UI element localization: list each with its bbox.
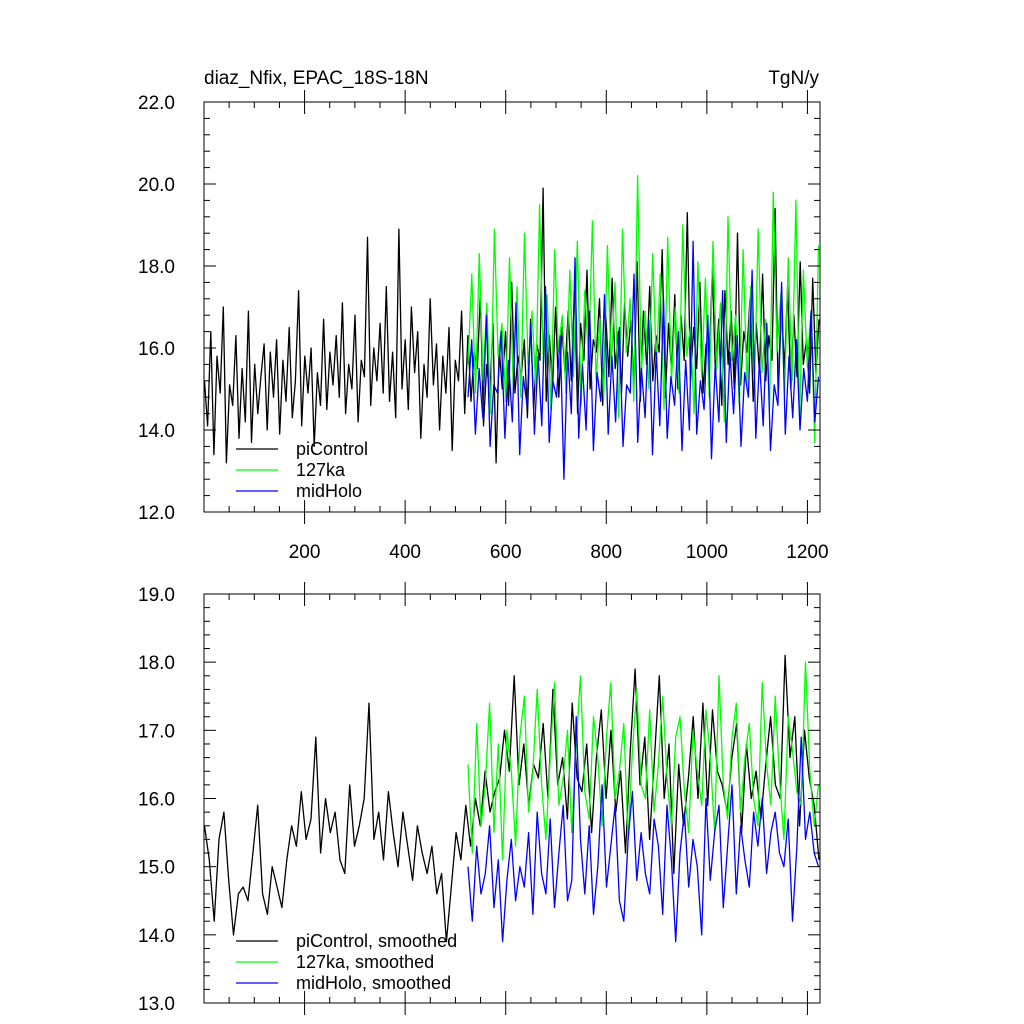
top-y-tick-label: 22.0 xyxy=(138,93,175,114)
legend-label-midholo-smoothed: midHolo, smoothed xyxy=(296,973,451,993)
top-legend: piControl 127ka midHolo xyxy=(236,439,368,501)
legend-label-midholo: midHolo xyxy=(296,481,362,501)
top-x-tick-label: 1000 xyxy=(686,542,728,563)
bottom-axis-ticks: 13.0 14.0 15.0 16.0 17.0 18.0 19.0 xyxy=(138,582,820,1015)
legend-label-picontrol: piControl xyxy=(296,439,368,459)
units-label: TgN/y xyxy=(768,68,819,89)
bottom-series-127ka-smoothed xyxy=(467,661,820,861)
top-series-midholo xyxy=(467,240,820,480)
bottom-series-midholo-smoothed xyxy=(467,716,820,943)
top-axis-ticks: 12.0 14.0 16.0 18.0 20.0 22.0 200 400 600 800 1000… xyxy=(138,90,829,563)
bottom-y-tick-label: 14.0 xyxy=(138,926,175,947)
top-x-tick-label: 800 xyxy=(590,542,622,563)
bottom-chart-panel: 13.0 14.0 15.0 16.0 17.0 18.0 19.0 piControl, … xyxy=(138,582,821,1015)
bottom-y-tick-label: 19.0 xyxy=(138,585,175,606)
top-y-tick-label: 18.0 xyxy=(138,257,175,278)
top-x-tick-label: 600 xyxy=(490,542,522,563)
top-x-tick-label: 1200 xyxy=(786,542,828,563)
top-y-tick-label: 20.0 xyxy=(138,175,175,196)
top-y-tick-label: 12.0 xyxy=(138,503,175,524)
top-x-tick-label: 200 xyxy=(289,542,321,563)
legend-label-127ka-smoothed: 127ka, smoothed xyxy=(296,952,434,972)
bottom-series-picontrol-smoothed xyxy=(203,654,820,943)
top-x-tick-label: 400 xyxy=(389,542,421,563)
bottom-legend: piControl, smoothed 127ka, smoothed midH… xyxy=(236,931,457,993)
bottom-series-group xyxy=(203,654,820,943)
bottom-plot-frame xyxy=(203,593,821,1004)
bottom-y-tick-label: 16.0 xyxy=(138,790,175,811)
top-y-tick-label: 16.0 xyxy=(138,339,175,360)
legend-label-picontrol-smoothed: piControl, smoothed xyxy=(296,931,457,951)
top-plot-frame xyxy=(203,101,821,513)
top-chart-panel: diaz_Nfix, EPAC_18S-18N TgN/y 12.0 14.0 16… xyxy=(138,68,829,563)
top-series-group xyxy=(203,175,820,480)
bottom-y-tick-label: 15.0 xyxy=(138,858,175,879)
bottom-y-tick-label: 18.0 xyxy=(138,653,175,674)
bottom-y-tick-label: 17.0 xyxy=(138,721,175,742)
top-series-127ka xyxy=(467,175,820,443)
chart-title: diaz_Nfix, EPAC_18S-18N xyxy=(204,68,429,89)
legend-label-127ka: 127ka xyxy=(296,460,346,480)
top-y-tick-label: 14.0 xyxy=(138,421,175,442)
bottom-y-tick-label: 13.0 xyxy=(138,994,175,1015)
